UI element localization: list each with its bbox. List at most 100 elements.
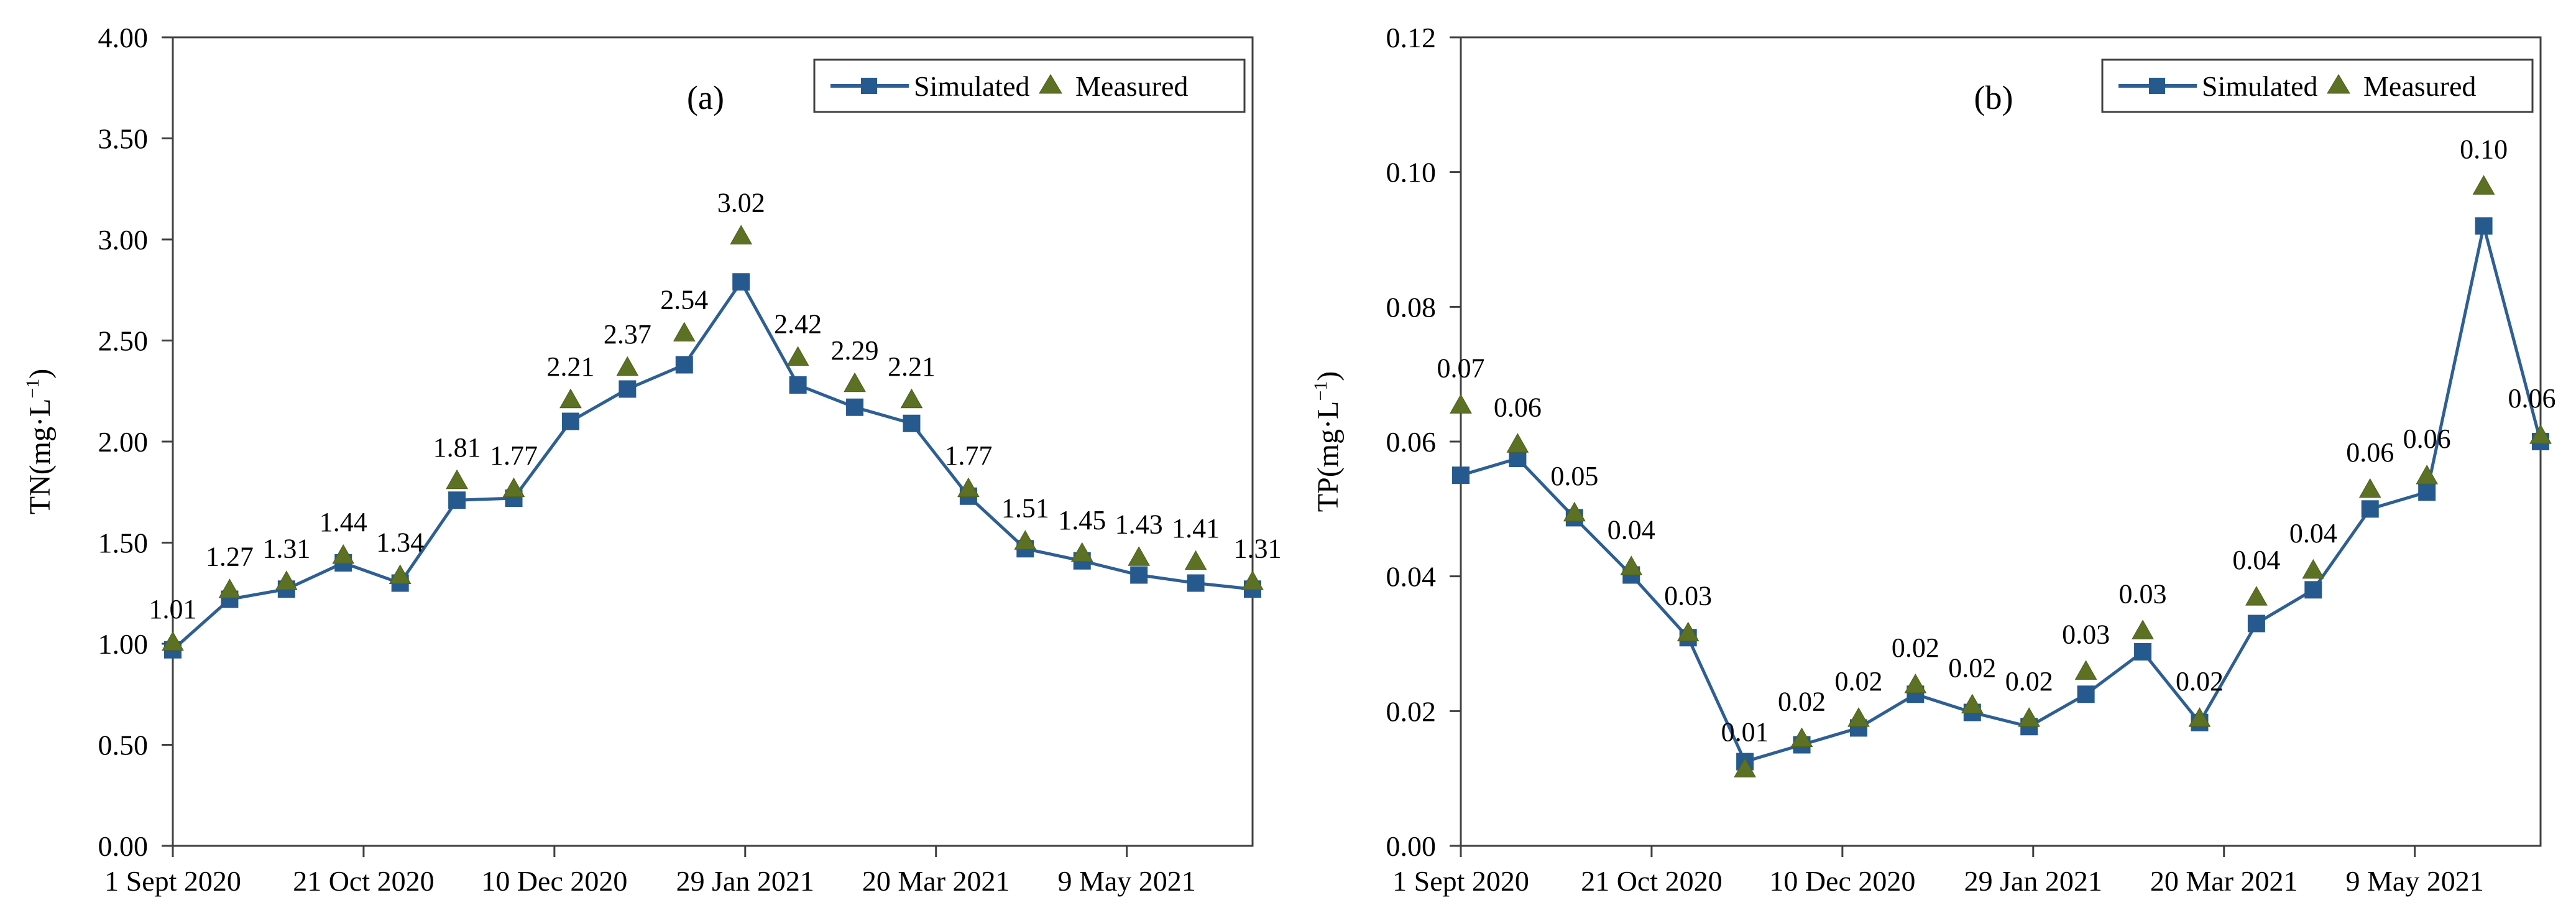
measured-marker [1184,550,1207,570]
simulated-marker [2304,581,2322,599]
x-tick-label: 10 Dec 2020 [1769,865,1915,897]
data-point-label: 0.04 [2289,518,2337,549]
y-tick-label: 2.50 [98,325,149,357]
y-tick-label: 0.06 [1386,426,1437,458]
measured-marker [1734,758,1756,777]
legend-simulated-label: Simulated [914,70,1030,102]
x-tick-label: 21 Oct 2020 [293,865,434,897]
y-tick-label: 0.00 [98,830,149,862]
measured-marker [730,225,753,244]
measured-marker [1241,570,1264,590]
simulated-marker [2361,500,2379,518]
data-point-label: 2.21 [888,351,936,382]
x-tick-label: 9 May 2021 [1057,865,1195,897]
panel-label: (b) [1974,79,2013,116]
legend-simulated-marker [861,78,877,94]
x-tick-label: 1 Sept 2020 [104,865,241,897]
data-point-label: 2.29 [831,335,879,366]
chart-a-canvas: 0.00 0.50 1.00 1.50 2.00 2.50 3.00 3.50 4.00 1 Se… [22,22,1282,897]
data-point-label: 0.02 [2176,666,2224,697]
legend-simulated-marker [2149,78,2165,94]
simulated-marker [789,376,807,394]
simulated-marker [619,380,637,398]
y-axis-title: TP(mg·L−1) [1310,371,1345,512]
data-point-label: 0.01 [1721,716,1769,747]
measured-marker [446,469,468,489]
simulated-marker [561,412,579,430]
data-point-label: 1.81 [433,432,481,463]
y-tick-label: 1.50 [98,527,149,559]
measured-marker [389,564,412,584]
data-point-label: 1.45 [1058,505,1106,536]
data-point-label: 1.77 [490,440,538,471]
y-tick-label: 0.50 [98,730,149,761]
x-tick-label: 10 Dec 2020 [481,865,627,897]
data-point-label: 0.02 [1834,666,1882,697]
y-tick-label: 2.00 [98,426,149,458]
measured-marker [2245,586,2268,606]
measured-marker [2188,707,2211,727]
data-point-label: 2.54 [660,285,708,315]
x-tick-label: 20 Mar 2021 [2150,865,2298,897]
measured-marker [1506,433,1529,453]
measured-marker [275,570,298,590]
legend: Simulated Measured [2101,58,2534,113]
measured-marker [1014,530,1037,550]
y-tick-label: 0.04 [1386,561,1437,593]
measured-marker [2132,619,2154,639]
y-tick-label: 3.50 [98,123,149,155]
measured-marker [2472,175,2495,195]
panel-a: 0.00 0.50 1.00 1.50 2.00 2.50 3.00 3.50 4.00 1 Se… [22,22,1282,897]
data-point-label: 1.01 [149,594,197,624]
y-tick-label: 0.00 [1386,830,1437,862]
y-tick-label: 4.00 [98,22,149,53]
simulated-marker [2418,483,2436,501]
simulated-marker [903,414,921,432]
measured-marker [1790,727,1813,748]
data-point-label: 3.02 [717,188,765,218]
data-point-label: 0.04 [1608,514,1655,545]
simulated-marker [846,398,864,416]
measured-marker [616,356,639,376]
measured-marker [844,372,866,392]
legend: Simulated Measured [813,58,1246,113]
measured-marker [1563,501,1586,522]
measured-marker [1070,542,1093,562]
measured-marker [957,477,980,498]
measured-marker [2018,707,2041,727]
panel-label: (a) [687,79,724,116]
data-point-label: 0.06 [2403,424,2451,454]
data-point-label: 0.06 [2346,437,2394,468]
measured-marker [1904,673,1927,693]
data-point-label: 1.77 [944,440,992,471]
data-point-label: 1.27 [206,541,254,572]
simulated-marker [1452,466,1470,484]
y-tick-label: 0.02 [1386,695,1437,727]
legend-measured-label: Measured [2363,70,2476,102]
simulated-marker [2077,685,2095,703]
simulated-marker [1187,574,1205,592]
simulated-line [172,279,1253,651]
simulated-marker [2247,614,2265,633]
y-tick-label: 0.12 [1386,22,1437,53]
x-tick-label: 1 Sept 2020 [1392,865,1529,897]
data-point-label: 0.02 [2005,666,2053,697]
data-point-label: 0.06 [2508,383,2556,414]
x-tick-label: 29 Jan 2021 [1964,865,2102,897]
data-point-label: 2.37 [604,319,651,350]
measured-marker [559,388,582,409]
legend-measured-marker [1039,74,1062,94]
data-point-label: 2.21 [546,351,594,382]
chart-b-canvas: 0.00 0.02 0.04 0.06 0.08 0.10 0.12 1 Sept 2020 2… [1310,22,2556,897]
simulated-marker [448,491,466,509]
x-tick-label: 20 Mar 2021 [862,865,1010,897]
measured-marker [218,578,241,598]
data-point-label: 1.44 [320,507,367,537]
data-point-label: 0.05 [1550,461,1598,491]
simulated-marker [2134,643,2152,661]
panel-b: 0.00 0.02 0.04 0.06 0.08 0.10 0.12 1 Sept 2020 2… [1288,0,2576,918]
data-point-label: 0.04 [2232,545,2280,575]
simulated-marker [732,273,750,291]
plot-border [172,36,1254,847]
